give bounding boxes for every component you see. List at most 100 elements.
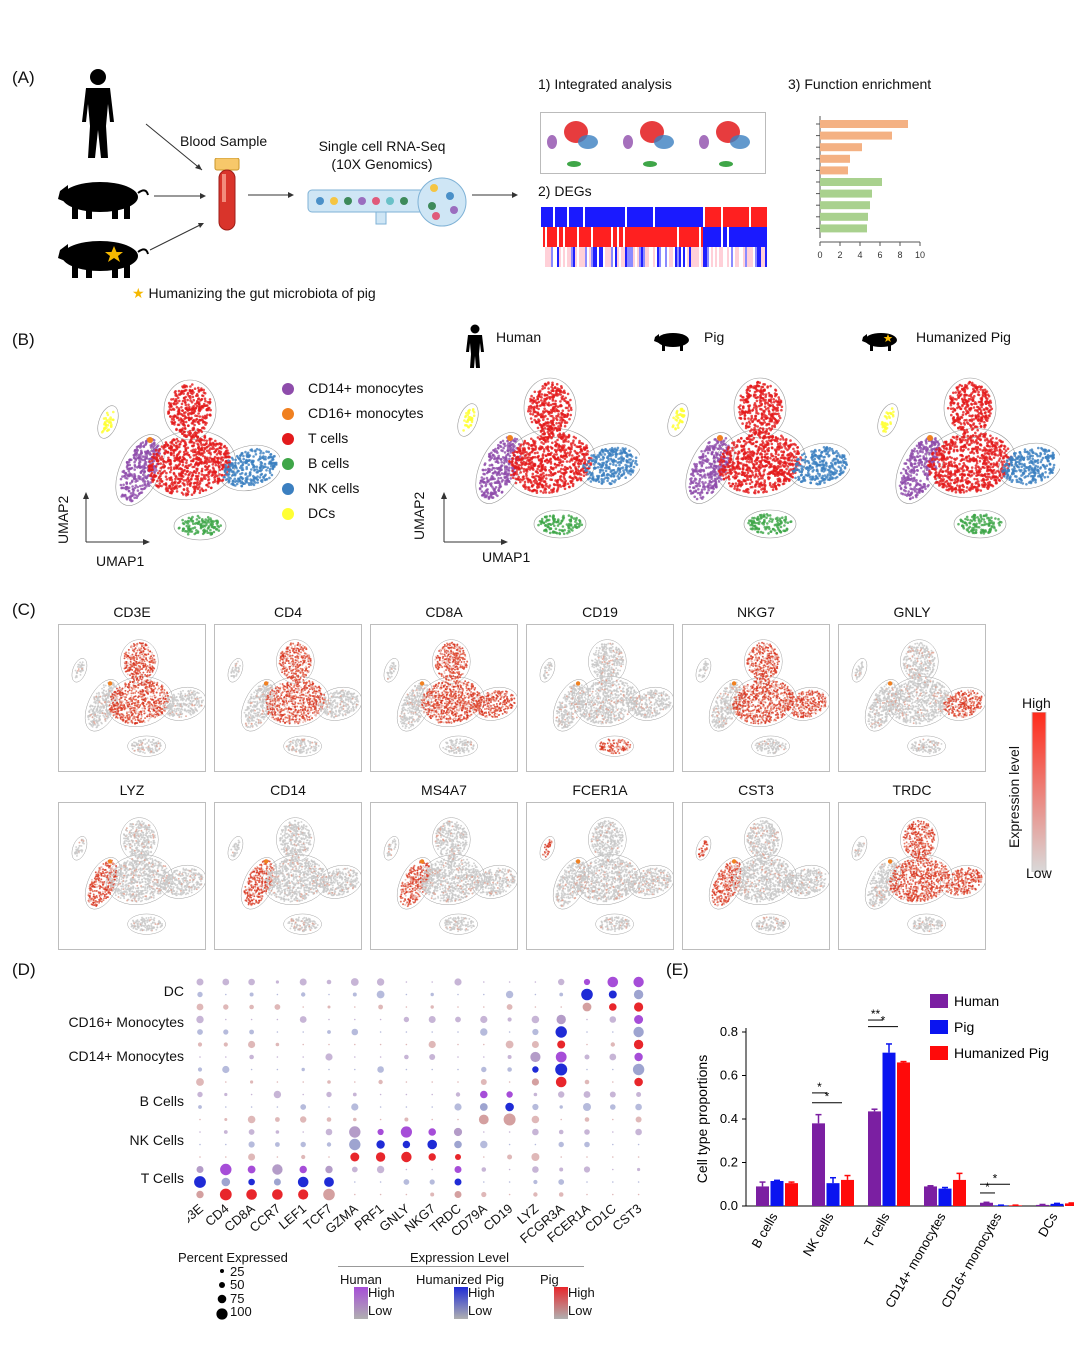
panel-b-label: (B) [12, 330, 35, 350]
feature-cluster [576, 679, 639, 725]
dotplot-dot [555, 1051, 567, 1063]
dotplot-dot [481, 1167, 487, 1172]
y-tick-label: 0.6 [720, 1068, 738, 1083]
dotplot-dot [250, 1068, 253, 1071]
enrichment-tick: 6 [877, 250, 882, 260]
dotplot-dot [405, 1106, 408, 1108]
y-tick-label: 0.4 [720, 1111, 738, 1126]
dotplot-dot [532, 1166, 539, 1173]
dotplot-dot [632, 1063, 645, 1076]
dotplot-gene-label: CD19 [480, 1201, 515, 1234]
dotplot-dot [430, 1192, 435, 1197]
dotplot-dot [248, 1178, 255, 1186]
feature-cluster [108, 679, 170, 725]
umap-cluster [791, 446, 848, 486]
dotplot-dot [225, 1156, 227, 1158]
dotplot-dot [555, 1063, 568, 1076]
legend-item: CD14+ monocytes [282, 380, 424, 396]
bar [868, 1111, 881, 1206]
sig-marker: * [985, 1180, 990, 1194]
dotplot-dot [431, 1031, 433, 1033]
percent-25: 25 [230, 1264, 244, 1279]
dotplot-dot [354, 1018, 356, 1021]
dotplot-row-group: B Cells [140, 1093, 184, 1109]
dotplot-dot [584, 1117, 590, 1122]
dotplot-dot [454, 1140, 462, 1149]
feature-cluster [130, 916, 164, 932]
dotplot-dot [325, 1053, 333, 1061]
dotplot-dot [480, 1028, 488, 1036]
gene-label: FCER1A [526, 782, 674, 798]
enrichment-tick: 10 [915, 250, 925, 260]
dotplot-dot [197, 991, 203, 998]
feature-cluster [542, 661, 553, 680]
sig-marker: * [817, 1080, 822, 1094]
dotplot-dot [637, 1193, 640, 1196]
umap-cluster [100, 410, 115, 434]
dotplot-dot [351, 1028, 359, 1036]
dotplot-dot [405, 993, 408, 996]
bar [812, 1123, 825, 1206]
dotplot-dot [558, 1179, 565, 1185]
humanized-pig-icon [58, 241, 149, 278]
legend-swatch [282, 458, 294, 471]
blood-sample-label: Blood Sample [180, 133, 267, 149]
dotplot-dot [534, 1143, 537, 1146]
feature-cluster [786, 689, 828, 719]
dotplot-dot [302, 1093, 304, 1096]
percent-75: 75 [230, 1291, 244, 1306]
enrichment-bar [820, 201, 870, 210]
dotplot-dot [221, 1177, 231, 1187]
dotplot-dot [379, 1118, 382, 1121]
x-category-label: T cells [861, 1210, 893, 1250]
dotplot-dot [350, 978, 359, 986]
enrichment-tick: 2 [837, 250, 842, 260]
dotplot-dot [405, 1093, 408, 1096]
dotplot-dot [431, 981, 433, 983]
dotplot-dot [634, 1015, 644, 1024]
dotplot-dot [454, 1103, 462, 1111]
pig-icon-small [654, 333, 689, 351]
gene-label: CST3 [682, 782, 830, 798]
dotplot-dot [225, 1143, 227, 1146]
dotplot-dot [328, 1156, 330, 1158]
umap2-axis-left: UMAP2 [55, 496, 71, 544]
dotplot-dot [555, 1076, 567, 1088]
dotplot-dot [581, 988, 593, 1001]
expr-gradient [454, 1287, 468, 1319]
dotplot-dot [478, 1114, 489, 1125]
feature-cluster [386, 661, 397, 680]
enrichment-bar [820, 189, 872, 198]
dotplot-dot [301, 992, 306, 997]
feature-cluster [854, 661, 865, 680]
enrichment-bar [820, 212, 868, 221]
feature-plot [682, 624, 830, 772]
feature-cluster [318, 689, 360, 719]
dotplot-dot [635, 1103, 642, 1111]
legend-item: DCs [282, 505, 335, 521]
feature-cluster [130, 738, 162, 754]
dotplot-dot [507, 1154, 513, 1160]
dotplot-dot [351, 1166, 358, 1173]
dotplot-dot [431, 1081, 433, 1083]
dotplot-dot [223, 1004, 229, 1010]
scrnaseq-line1: Single cell RNA-Seq [312, 138, 452, 154]
step3-label: 3) Function enrichment [788, 76, 931, 92]
dotplot-dot [609, 1003, 617, 1011]
dotplot-dot [531, 1078, 539, 1086]
dotplot-dot [302, 1006, 304, 1008]
dotplot-dot [633, 1039, 644, 1050]
dotplot-dot [325, 1165, 333, 1174]
dotplot-dot [275, 1130, 280, 1134]
sig-marker: ** [871, 1007, 881, 1021]
group-pig-label: Pig [704, 329, 724, 345]
feature-cluster [265, 678, 327, 725]
legend-label: Human [954, 993, 999, 1009]
umap-cluster [582, 446, 639, 486]
dotplot-dot [248, 1129, 255, 1135]
feature-cluster [162, 689, 204, 719]
feature-cluster [555, 860, 587, 907]
feature-cluster [866, 859, 899, 908]
dotplot-dot [508, 1081, 511, 1083]
dotplot-dot [508, 981, 511, 983]
